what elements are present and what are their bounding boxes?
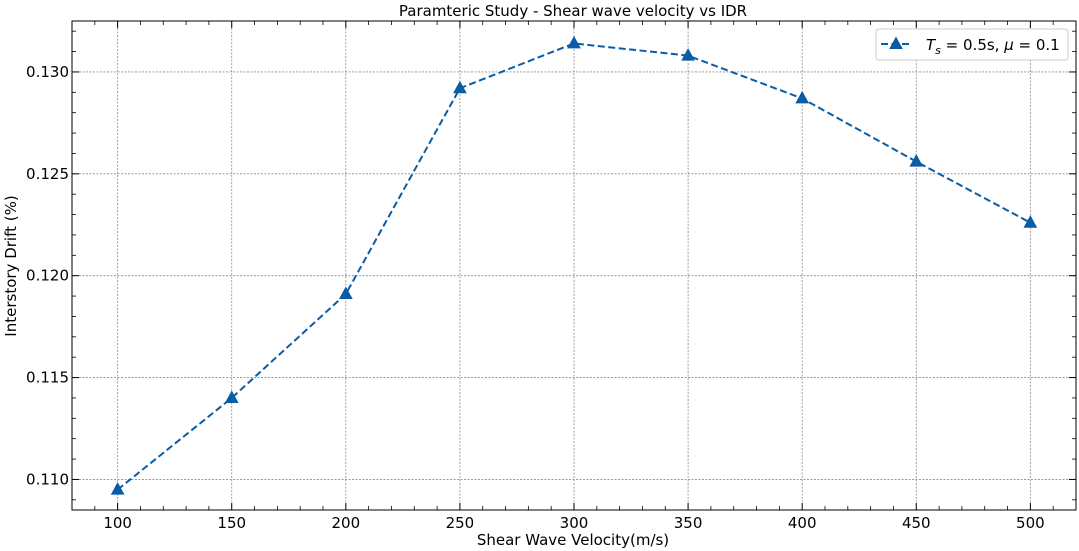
series-group bbox=[110, 35, 1038, 495]
x-tick-label: 250 bbox=[446, 514, 475, 532]
y-tick-label: 0.130 bbox=[26, 63, 69, 81]
y-tick-label: 0.115 bbox=[26, 369, 69, 387]
legend: Ts = 0.5s, μ = 0.1 bbox=[875, 28, 1069, 61]
legend-tail-text: = 0.1 bbox=[1014, 36, 1060, 54]
tick-labels: 100 150 200 250 300 350 400 450 500 0.110 0.115 0.1… bbox=[26, 63, 1045, 532]
data-point bbox=[909, 154, 924, 167]
data-point bbox=[795, 90, 810, 104]
legend-symbol-mu: μ bbox=[1003, 36, 1014, 54]
legend-marker-swatch bbox=[889, 36, 903, 49]
x-tick-label: 450 bbox=[902, 514, 931, 532]
chart-title: Paramteric Study - Shear wave velocity v… bbox=[399, 2, 747, 20]
data-point bbox=[1023, 215, 1038, 228]
x-tick-label: 150 bbox=[217, 514, 246, 532]
legend-label: Ts = 0.5s, μ = 0.1 bbox=[926, 36, 1060, 57]
x-tick-label: 300 bbox=[560, 514, 589, 532]
series-line bbox=[117, 42, 1031, 491]
data-point bbox=[567, 35, 581, 49]
legend-mid-text: = 0.5s, bbox=[941, 36, 1004, 54]
data-point bbox=[338, 286, 353, 300]
data-point bbox=[110, 482, 125, 495]
plot-frame bbox=[71, 20, 1077, 511]
axis-ticks bbox=[72, 21, 1077, 510]
data-point bbox=[453, 80, 467, 94]
legend-symbol-t: T bbox=[926, 36, 937, 54]
x-axis-title: Shear Wave Velocity(m/s) bbox=[477, 531, 669, 549]
y-axis-title: Interstory Drift (%) bbox=[2, 195, 20, 336]
grid bbox=[72, 21, 1076, 510]
data-point bbox=[224, 390, 239, 403]
x-tick-label: 500 bbox=[1016, 514, 1045, 532]
y-tick-label: 0.120 bbox=[26, 267, 69, 285]
x-tick-label: 100 bbox=[103, 514, 132, 532]
x-tick-label: 400 bbox=[788, 514, 817, 532]
data-point bbox=[681, 48, 695, 61]
y-tick-label: 0.125 bbox=[26, 165, 69, 183]
x-tick-label: 350 bbox=[674, 514, 703, 532]
x-tick-label: 200 bbox=[331, 514, 360, 532]
legend-subscript: s bbox=[935, 44, 941, 57]
legend-box bbox=[875, 28, 1069, 61]
y-tick-label: 0.110 bbox=[26, 470, 69, 488]
